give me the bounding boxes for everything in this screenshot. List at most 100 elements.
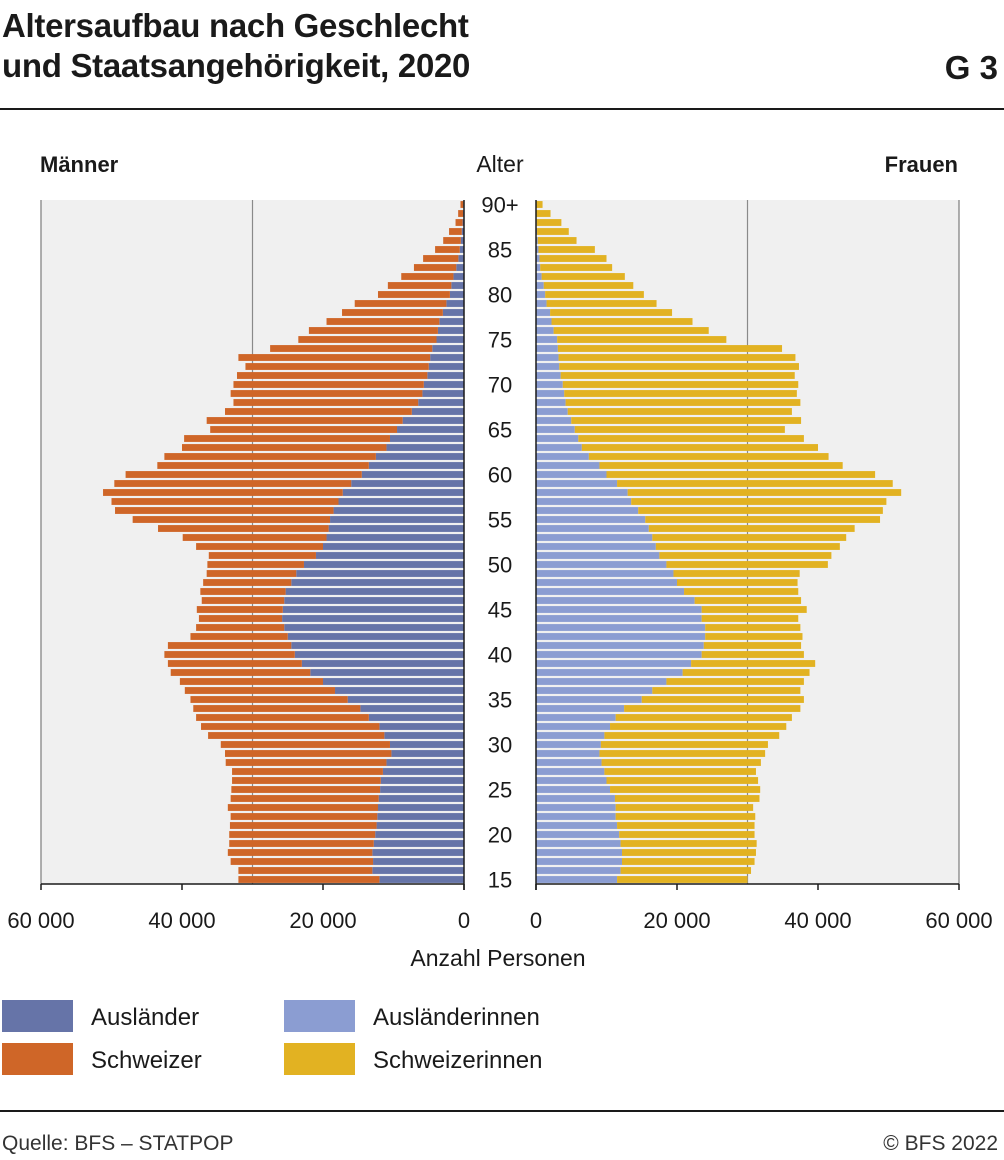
x-tick-label-left: 0 [458,908,470,933]
bar-auslaender-64 [389,435,464,442]
bar-schweizer-72 [245,363,429,370]
bar-auslaender-16 [372,867,464,874]
bar-schweizer-54 [158,525,329,532]
bar-auslaender-60 [361,471,464,478]
bar-schweizerinnen-85 [538,246,595,253]
bar-schweizerinnen-24 [614,795,760,802]
bar-schweizer-45 [196,606,283,613]
bar-schweizerinnen-46 [694,597,802,604]
bar-schweizerinnen-87 [537,228,569,235]
bar-schweizerinnen-57 [631,498,887,505]
bar-auslaender-59 [351,480,464,487]
bar-auslaender-37 [323,678,464,685]
bar-auslaender-81 [451,282,464,289]
bar-auslaenderinnen-51 [536,552,660,559]
bar-schweizerinnen-15 [617,876,748,883]
bar-auslaenderinnen-68 [536,399,566,406]
axes: 60 000 40 000 20 000 0 0 20 000 40 000 60 000 90… [7,193,992,934]
bar-schweizerinnen-32 [610,723,787,730]
bar-schweizer-34 [193,705,361,712]
bar-auslaender-74 [432,345,464,352]
bar-auslaenderinnen-50 [536,561,667,568]
bar-schweizer-27 [232,768,383,775]
bar-auslaender-15 [379,876,464,883]
bar-schweizer-76 [308,327,438,334]
bar-auslaender-61 [368,462,464,469]
legend-label: Ausländer [91,1004,199,1031]
bar-schweizerinnen-64 [578,435,804,442]
bar-schweizer-47 [200,588,286,595]
bar-schweizerinnen-84 [539,255,607,262]
bar-schweizer-79 [354,300,447,307]
bar-schweizerinnen-51 [659,552,832,559]
legend-label: Ausländerinnen [373,1004,540,1031]
legend-swatch [284,1043,355,1075]
bar-auslaenderinnen-31 [536,732,605,739]
age-tick-label: 85 [488,238,512,263]
bar-schweizer-20 [229,831,376,838]
bar-schweizer-55 [132,516,331,523]
bar-auslaender-85 [459,246,464,253]
bar-auslaenderinnen-52 [536,543,656,550]
age-tick-label: 50 [488,553,512,578]
bar-auslaender-47 [285,588,464,595]
bar-schweizerinnen-26 [606,777,759,784]
bar-auslaenderinnen-62 [536,453,589,460]
bar-auslaender-56 [333,507,464,514]
chart-title: Altersaufbau nach Geschlecht und Staatsa… [2,6,470,86]
bar-schweizerinnen-62 [588,453,829,460]
bar-auslaenderinnen-29 [536,750,600,757]
bar-auslaenderinnen-42 [536,633,706,640]
bar-schweizer-37 [179,678,323,685]
bar-schweizerinnen-48 [677,579,798,586]
bar-schweizerinnen-82 [541,273,625,280]
bar-schweizerinnen-81 [543,282,634,289]
legend-swatch [2,1043,73,1075]
bar-auslaenderinnen-86 [536,237,538,244]
bar-schweizerinnen-44 [701,615,799,622]
bar-auslaender-46 [284,597,464,604]
bar-schweizerinnen-52 [655,543,840,550]
bar-schweizerinnen-58 [627,489,902,496]
bar-auslaenderinnen-74 [536,345,558,352]
bar-schweizer-42 [190,633,288,640]
bar-auslaenderinnen-84 [536,255,540,262]
age-tick-label: 40 [488,643,512,668]
bar-schweizerinnen-43 [705,624,801,631]
bar-schweizerinnen-31 [604,732,780,739]
bar-schweizerinnen-76 [553,327,709,334]
bar-auslaenderinnen-16 [536,867,621,874]
bar-schweizer-74 [270,345,433,352]
male-label: Männer [40,152,119,177]
bar-auslaender-54 [328,525,464,532]
bar-schweizer-38 [170,669,311,676]
age-tick-label: 55 [488,508,512,533]
bar-schweizer-56 [115,507,334,514]
bar-auslaender-69 [422,390,464,397]
bar-auslaender-33 [368,714,464,721]
bar-schweizerinnen-66 [571,417,802,424]
x-tick-label-left: 20 000 [289,908,356,933]
bar-schweizerinnen-56 [638,507,883,514]
bar-auslaenderinnen-65 [536,426,575,433]
legend-swatch [2,1000,73,1032]
bar-auslaender-19 [373,840,464,847]
bar-auslaender-79 [446,300,464,307]
bar-schweizer-29 [225,750,392,757]
bar-schweizerinnen-16 [620,867,752,874]
bar-schweizerinnen-59 [617,480,893,487]
bar-schweizerinnen-35 [641,696,804,703]
bar-schweizer-15 [238,876,380,883]
bar-auslaenderinnen-26 [536,777,607,784]
bar-schweizer-62 [164,453,376,460]
bar-schweizer-84 [423,255,459,262]
bar-auslaenderinnen-77 [536,318,552,325]
bar-schweizerinnen-73 [558,354,796,361]
bar-schweizer-50 [207,561,304,568]
bar-schweizer-46 [201,597,285,604]
bar-schweizer-22 [230,813,378,820]
bar-auslaenderinnen-41 [536,642,704,649]
bar-schweizer-71 [236,372,428,379]
bar-auslaenderinnen-40 [536,651,702,658]
bar-schweizerinnen-79 [546,300,657,307]
